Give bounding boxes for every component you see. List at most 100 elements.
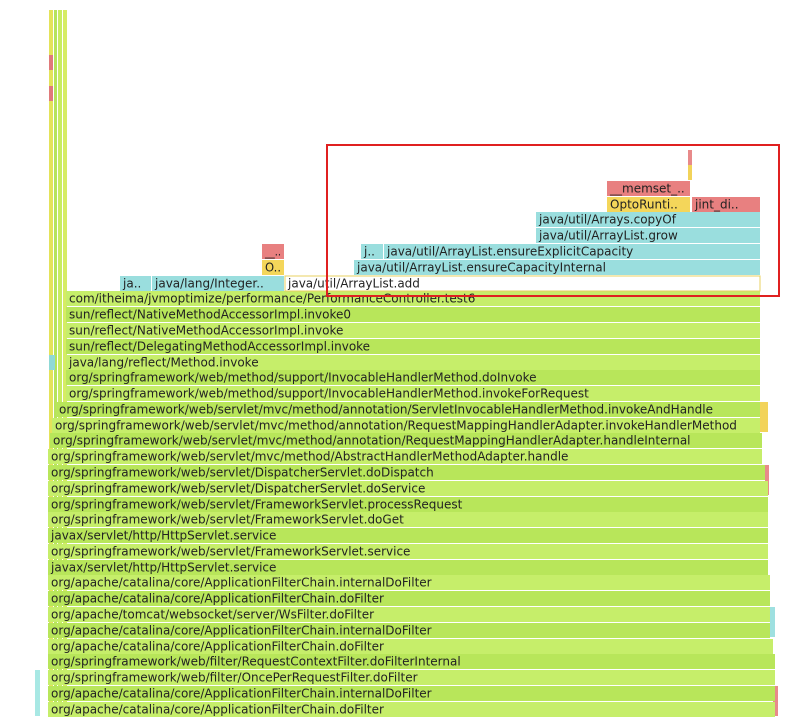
frame[interactable]: org/springframework/web/servlet/Framewor… <box>48 512 768 527</box>
frame-label[interactable]: javax/servlet/http/HttpServlet.service <box>50 529 276 543</box>
frame-bar[interactable] <box>48 528 768 543</box>
frame-label[interactable]: org/springframework/web/servlet/Framewor… <box>51 498 463 512</box>
frame-label[interactable]: j.. <box>363 245 375 259</box>
frame-bar[interactable] <box>66 291 760 306</box>
frame[interactable]: ja.. <box>120 276 151 291</box>
frame-bar[interactable] <box>66 307 760 322</box>
frame-bar[interactable] <box>66 323 760 338</box>
frame[interactable]: java/util/ArrayList.grow <box>536 228 760 243</box>
frame-label[interactable]: org/springframework/web/servlet/Framewor… <box>51 545 410 559</box>
frame-label[interactable]: java/util/Arrays.copyOf <box>538 213 677 227</box>
frame-label[interactable]: OptoRunti.. <box>610 198 678 212</box>
frame-bar[interactable] <box>48 544 768 559</box>
frame-bar[interactable] <box>66 386 760 401</box>
frame-bar[interactable] <box>48 591 770 606</box>
frame-label[interactable]: org/springframework/web/method/support/I… <box>69 371 537 385</box>
frame-bar[interactable] <box>50 433 762 448</box>
frame-label[interactable]: sun/reflect/DelegatingMethodAccessorImpl… <box>69 340 370 354</box>
frame-label[interactable]: javax/servlet/http/HttpServlet.service <box>50 561 276 575</box>
frame-bar[interactable] <box>66 370 760 385</box>
frame-label[interactable]: org/springframework/web/servlet/mvc/meth… <box>59 403 713 417</box>
frame-bar[interactable] <box>48 575 770 590</box>
frame-label[interactable]: O.. <box>265 261 281 275</box>
frame-bar[interactable] <box>536 212 760 227</box>
frame-label[interactable]: ja.. <box>122 277 141 291</box>
frame-label[interactable]: org/springframework/web/servlet/mvc/meth… <box>53 434 691 448</box>
frame-bar[interactable] <box>48 512 768 527</box>
frame-bar[interactable] <box>120 276 151 291</box>
frame-bar[interactable] <box>48 702 775 717</box>
frame[interactable]: java/lang/Integer.. <box>152 276 284 291</box>
frame[interactable]: org/apache/catalina/core/ApplicationFilt… <box>48 686 775 701</box>
frame[interactable]: org/apache/tomcat/websocket/server/WsFil… <box>48 607 770 622</box>
frame[interactable]: java/util/ArrayList.ensureCapacityIntern… <box>354 260 760 275</box>
frame-bar[interactable] <box>48 560 768 575</box>
frame-bar[interactable] <box>48 623 770 638</box>
frame[interactable]: org/springframework/web/servlet/Dispatch… <box>48 465 765 480</box>
frame-label[interactable]: sun/reflect/NativeMethodAccessorImpl.inv… <box>69 324 343 338</box>
frame-bar[interactable] <box>284 275 761 292</box>
frame-label[interactable]: org/apache/catalina/core/ApplicationFilt… <box>51 687 432 701</box>
frame[interactable]: java/lang/reflect/Method.invoke <box>66 355 760 370</box>
frame-label[interactable]: org/springframework/web/servlet/mvc/meth… <box>55 419 737 433</box>
frame[interactable]: O.. <box>262 260 284 275</box>
frame[interactable]: org/springframework/web/servlet/Framewor… <box>48 544 768 559</box>
frame[interactable]: OptoRunti.. <box>607 197 690 212</box>
frame-label[interactable]: org/apache/catalina/core/ApplicationFilt… <box>51 703 384 717</box>
frame-label[interactable]: org/springframework/web/method/support/I… <box>69 387 589 401</box>
frame-label[interactable]: __.. <box>264 245 281 259</box>
frame-label[interactable]: java/lang/reflect/Method.invoke <box>68 356 259 370</box>
frame-label[interactable]: org/springframework/web/filter/RequestCo… <box>51 655 461 669</box>
frame-bar[interactable] <box>262 260 284 275</box>
frame[interactable]: java/util/Arrays.copyOf <box>536 212 760 227</box>
frame-bar[interactable] <box>262 244 284 259</box>
frame-bar[interactable] <box>48 607 770 622</box>
frame[interactable]: org/apache/catalina/core/ApplicationFilt… <box>48 702 775 717</box>
frame[interactable]: j.. <box>361 244 383 259</box>
frame-bar[interactable] <box>607 197 690 212</box>
frame-label[interactable]: java/lang/Integer.. <box>154 277 264 291</box>
frame[interactable]: org/springframework/web/method/support/I… <box>66 386 760 401</box>
frame-label[interactable]: org/apache/catalina/core/ApplicationFilt… <box>51 592 384 606</box>
frame[interactable]: org/springframework/web/servlet/Framewor… <box>48 497 768 512</box>
frame[interactable]: org/springframework/web/servlet/mvc/meth… <box>52 418 760 433</box>
frame-bar[interactable] <box>48 497 768 512</box>
frame-bar[interactable] <box>48 481 768 496</box>
frame-label[interactable]: org/apache/catalina/core/ApplicationFilt… <box>51 640 384 654</box>
frame[interactable]: com/itheima/jvmoptimize/performance/Perf… <box>66 291 760 306</box>
frame[interactable]: org/springframework/web/method/support/I… <box>66 370 760 385</box>
frame-bar[interactable] <box>152 276 284 291</box>
frame-label[interactable]: jint_di.. <box>694 198 739 212</box>
frame-label[interactable]: org/springframework/web/servlet/mvc/meth… <box>51 450 568 464</box>
frame-bar[interactable] <box>354 260 760 275</box>
frame-bar[interactable] <box>48 639 773 654</box>
frame-label[interactable]: sun/reflect/NativeMethodAccessorImpl.inv… <box>69 308 351 322</box>
frame[interactable]: org/apache/catalina/core/ApplicationFilt… <box>48 623 770 638</box>
frame[interactable]: sun/reflect/NativeMethodAccessorImpl.inv… <box>66 307 760 322</box>
frame-bar[interactable] <box>66 339 760 354</box>
frame[interactable]: java/util/ArrayList.add <box>284 275 761 292</box>
frame-bar[interactable] <box>56 402 760 417</box>
frame-bar[interactable] <box>607 181 690 196</box>
frame-label[interactable]: org/apache/catalina/core/ApplicationFilt… <box>51 576 432 590</box>
frame-label[interactable]: org/springframework/web/servlet/Framewor… <box>51 513 404 527</box>
frame[interactable]: sun/reflect/DelegatingMethodAccessorImpl… <box>66 339 760 354</box>
frame-bar[interactable] <box>52 418 760 433</box>
frame-label[interactable]: java/util/ArrayList.ensureExplicitCapaci… <box>386 245 633 259</box>
frame[interactable]: javax/servlet/http/HttpServlet.service <box>48 560 768 575</box>
frame[interactable]: __memset_.. <box>607 181 690 196</box>
frame[interactable]: org/springframework/web/servlet/Dispatch… <box>48 481 768 496</box>
frame-bar[interactable] <box>48 449 762 464</box>
frame[interactable]: org/springframework/web/servlet/mvc/meth… <box>50 433 762 448</box>
frame-label[interactable]: org/springframework/web/filter/OncePerRe… <box>51 671 418 685</box>
frame-label[interactable]: java/util/ArrayList.add <box>287 277 420 291</box>
frame-label[interactable]: com/itheima/jvmoptimize/performance/Perf… <box>69 292 475 306</box>
frame[interactable]: java/util/ArrayList.ensureExplicitCapaci… <box>384 244 760 259</box>
frame[interactable]: org/springframework/web/filter/OncePerRe… <box>48 670 775 685</box>
frame[interactable]: sun/reflect/NativeMethodAccessorImpl.inv… <box>66 323 760 338</box>
frame[interactable]: javax/servlet/http/HttpServlet.service <box>48 528 768 543</box>
frame-bar[interactable] <box>384 244 760 259</box>
frame-bar[interactable] <box>66 355 760 370</box>
frame[interactable]: org/springframework/web/servlet/mvc/meth… <box>48 449 762 464</box>
frame[interactable]: org/apache/catalina/core/ApplicationFilt… <box>48 575 770 590</box>
